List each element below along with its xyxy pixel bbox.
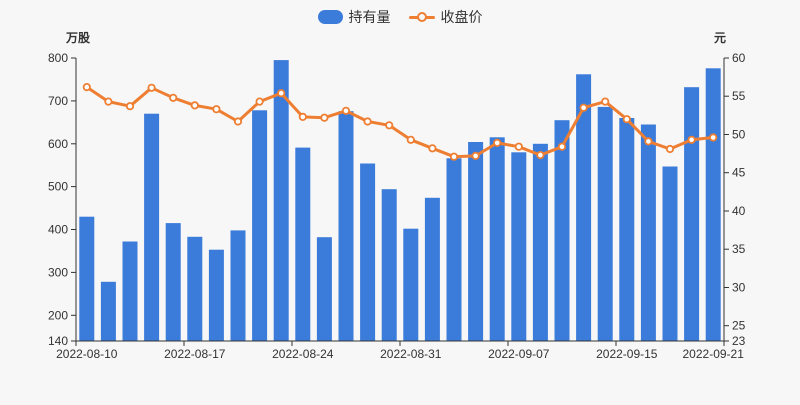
close-price-point [471,151,480,160]
close-price-point [169,93,178,102]
right-axis-tick-label: 30 [732,281,746,295]
close-price-point [233,117,243,126]
bar-swatch-icon [317,10,343,24]
left-axis-tick-label: 300 [48,265,68,279]
holdings-bar [79,216,95,341]
holdings-bar [489,137,505,341]
holdings-bar [381,189,397,341]
close-price-point [644,137,653,146]
close-price-point [579,103,588,112]
legend-item-close-price[interactable]: 收盘价 [408,7,483,27]
holdings-bar [230,230,246,341]
holdings-bar [316,237,332,341]
close-price-point [428,144,437,153]
x-axis-tick-label: 2022-09-15 [596,347,658,361]
close-price-points-group [82,83,718,161]
holdings-bar [662,166,678,341]
holdings-bar [576,74,592,342]
close-price-point [514,142,523,151]
holdings-bar [122,241,138,341]
holdings-bar [252,110,268,341]
close-price-point [190,101,199,110]
right-axis-tick-label: 45 [732,166,746,180]
left-axis-tick-label: 140 [48,334,68,348]
close-price-point [687,135,696,144]
holdings-bar [705,68,721,342]
holdings-bar [640,124,656,341]
x-axis-tick-label: 2022-08-24 [272,347,334,361]
right-axis-tick-label: 40 [732,204,746,218]
holdings-bar [446,158,462,341]
right-axis-tick-label: 25 [732,319,746,333]
left-axis-tick-label: 800 [48,51,68,65]
close-price-point [665,144,675,154]
holdings-bar [187,236,203,341]
legend-item-holdings[interactable]: 持有量 [317,7,391,27]
close-price-point [147,83,156,92]
holdings-bar [511,152,527,341]
close-price-point [449,152,459,161]
left-axis-unit-label: 万股 [65,31,90,45]
close-price-point [104,97,113,106]
close-price-point [82,83,91,92]
close-price-point [493,138,502,147]
x-axis-tick-label: 2022-08-17 [164,347,226,361]
left-axis-tick-label: 600 [48,137,68,151]
x-axis-tick-label: 2022-08-10 [56,347,118,361]
close-price-point [341,106,351,115]
close-price-point [601,97,610,106]
legend: 持有量 收盘价 [0,6,800,28]
holdings-bar [684,87,700,341]
holdings-bars-group [79,60,721,342]
close-price-point [557,142,567,151]
right-axis-tick-label: 55 [732,89,746,103]
holdings-bar [597,106,613,342]
line-marker-icon [408,10,435,24]
holdings-bar [295,147,311,341]
legend-holdings-label: 持有量 [348,9,391,25]
holdings-bar [144,113,160,341]
close-price-point [298,112,307,122]
holdings-bar [403,228,419,341]
close-price-point [320,113,329,122]
right-axis-tick-label: 35 [732,242,746,256]
left-axis-tick-label: 200 [48,308,68,322]
close-price-point [212,105,221,114]
right-axis-tick-label: 50 [732,128,746,142]
holdings-bar [273,60,289,341]
close-price-point [709,133,718,142]
close-price-point [406,135,415,144]
close-price-point [622,115,631,124]
x-axis-tick-label: 2022-09-21 [683,347,745,361]
holdings-bar [468,142,484,341]
close-price-point [125,102,135,111]
left-axis-tick-label: 500 [48,180,68,194]
left-axis-tick-label: 700 [48,94,68,108]
holdings-bar [100,281,116,341]
holdings-bar [165,223,181,341]
close-price-line [85,85,715,159]
legend-close-price-label: 收盘价 [440,9,483,25]
holdings-bar [338,111,354,341]
holdings-bar [208,249,224,341]
holdings-bar [532,143,548,341]
right-axis-unit-label: 元 [713,31,726,45]
close-price-point [255,97,264,106]
x-axis-tick-label: 2022-08-31 [380,347,442,361]
holdings-bar [424,197,440,341]
close-price-point [385,121,394,130]
holdings-bar [619,118,635,341]
left-axis-tick-label: 400 [48,223,68,237]
close-price-point [536,151,545,160]
holdings-bar [360,163,376,341]
x-axis-tick-label: 2022-09-07 [488,347,550,361]
holdings-bar [554,120,570,341]
right-axis-tick-label: 23 [732,334,746,348]
close-price-point [277,89,286,98]
close-price-point [363,117,372,126]
right-axis-tick-label: 60 [732,51,746,65]
